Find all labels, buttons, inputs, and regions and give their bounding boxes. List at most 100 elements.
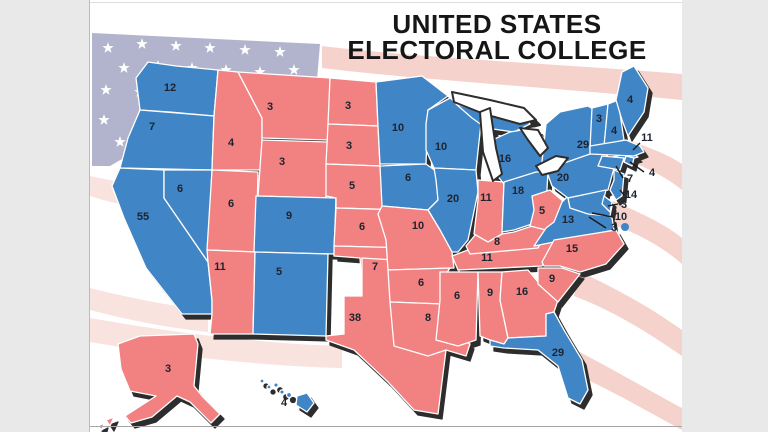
votes-TX: 38 [349,312,361,324]
flag-stripe [606,200,682,264]
votes-UT: 6 [228,198,234,210]
votes-AZ: 11 [214,261,226,273]
lake-huron [519,127,549,157]
us-electoral-map: 12 7 55 6 4 3 3 6 9 11 5 3 3 5 6 7 38 10… [90,9,682,431]
votes-MA: 11 [641,132,653,144]
state-ND [327,77,379,127]
state-WY [257,139,329,199]
map-canvas: 12 7 55 6 4 3 3 6 9 11 5 3 3 5 6 7 38 10… [90,0,682,432]
state-IN [473,179,505,243]
callout-line-MD [591,212,614,218]
title-line-2: ELECTORAL COLLEGE [347,35,646,65]
state-WA [135,61,219,117]
title-line-1: UNITED STATES [392,9,601,39]
votes-CA: 55 [137,211,149,223]
votes-VT: 3 [596,113,602,125]
lake-erie [535,155,569,176]
votes-KY: 8 [494,236,500,248]
state-HI-island [285,391,293,399]
state-MS [435,271,479,347]
votes-CT: 7 [627,173,633,185]
state-OR [119,109,215,171]
votes-WA: 12 [164,82,176,94]
votes-ND: 3 [345,100,351,112]
votes-KS: 6 [359,221,365,233]
state-HI [295,392,315,413]
state-AK [117,333,221,424]
votes-LA: 8 [425,312,431,324]
page-title: UNITED STATES ELECTORAL COLLEGE [347,9,646,65]
flag-stripe [566,348,682,430]
state-NC [541,229,625,273]
votes-NH: 4 [611,125,618,137]
state-IA [379,163,441,211]
state-CT [597,155,625,171]
votes-RI: 4 [649,167,656,179]
state-AK-island [105,416,115,427]
state-NM [252,251,329,337]
votes-NC: 15 [566,243,578,255]
votes-VA: 13 [562,214,574,226]
votes-WV: 5 [539,205,545,217]
lake-superior [451,91,537,125]
votes-NV: 6 [177,183,183,195]
flag-stripe [90,288,208,332]
callout-line-DC [588,216,607,229]
lake-michigan [479,107,503,182]
votes-MN: 10 [392,122,404,134]
votes-MO: 10 [412,220,424,232]
votes-NJ: 14 [625,189,638,201]
dc-dot [621,223,629,231]
state-MT [237,71,331,141]
callout-line-MA [632,142,641,151]
flag-stripe [90,318,342,368]
electoral-vote-labels: 12 7 55 6 4 3 3 6 9 11 5 3 3 5 6 7 38 10… [137,82,634,409]
votes-AR: 6 [418,277,424,289]
votes-ME: 4 [627,94,634,106]
top-divider [90,2,682,3]
votes-MD: 10 [615,211,627,223]
state-SC [537,267,581,303]
votes-MS: 6 [454,290,460,302]
left-margin-panel [0,0,90,432]
flag-stripe [322,46,682,100]
votes-MT: 3 [267,101,273,113]
state-MO [377,205,455,271]
right-margin-panel [681,0,768,432]
state-HI-island [273,382,279,388]
votes-HI: 4 [281,397,288,409]
votes-DE: 3 [621,199,627,211]
votes-MI: 16 [499,153,511,165]
votes-NY: 29 [577,139,589,151]
callout-line-NJ [619,189,625,196]
votes-NE: 5 [349,180,355,192]
state-UT [206,169,259,253]
votes-CO: 9 [286,210,292,222]
votes-OH: 18 [512,185,524,197]
flag-stripe [574,272,682,356]
votes-IL: 20 [447,193,459,205]
us-landmass [97,61,649,431]
votes-SD: 3 [346,140,352,152]
state-SD [325,123,381,167]
callout-line-RI [629,161,645,173]
state-MD [567,189,613,217]
state-HI-island [279,389,285,395]
votes-PA: 20 [557,172,569,184]
state-MA [589,139,645,157]
votes-AL: 9 [487,287,493,299]
votes-GA: 16 [516,286,528,298]
callout-line-DE [607,203,619,207]
state-ME [615,65,649,137]
votes-DC: 3 [611,222,617,234]
votes-FL: 29 [552,347,564,359]
votes-OK: 7 [372,261,378,273]
votes-WY: 3 [279,156,285,168]
votes-IN: 11 [480,192,492,204]
votes-WI: 10 [435,141,447,153]
votes-TN: 11 [481,252,493,264]
callout-line-CT [615,165,624,179]
votes-AK: 3 [165,363,171,375]
state-HI-island [266,384,272,390]
